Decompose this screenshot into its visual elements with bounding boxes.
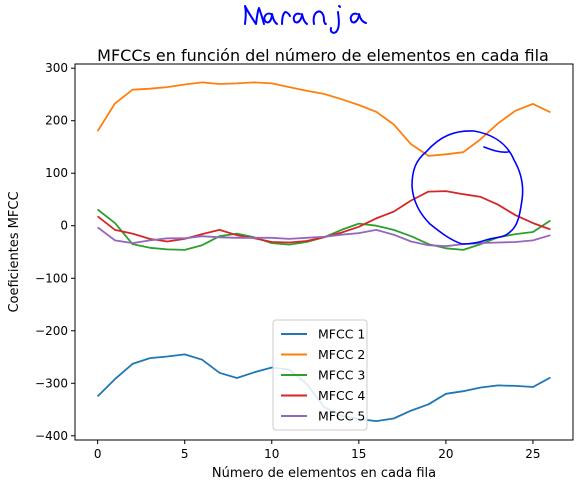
y-tick-label: −400 [35, 429, 68, 443]
y-tick-label: −200 [35, 324, 68, 338]
legend-label-mfcc-3: MFCC 3 [318, 368, 365, 383]
x-tick-label: 15 [351, 447, 366, 461]
legend-label-mfcc-4: MFCC 4 [318, 388, 365, 403]
x-tick-label: 20 [438, 447, 453, 461]
y-tick-label: 100 [45, 166, 68, 180]
legend-entries: MFCC 1 MFCC 2 MFCC 3 MFCC 4 MFCC 5 [281, 327, 365, 424]
y-tick-label: 200 [45, 114, 68, 128]
x-tick-label: 5 [181, 447, 189, 461]
x-tick-label: 10 [264, 447, 279, 461]
series-line-mfcc-4 [97, 190, 551, 244]
y-tick-label: 0 [60, 219, 68, 233]
legend-box [272, 319, 368, 431]
y-tick-label: 300 [45, 61, 68, 75]
series-line-mfcc-5 [97, 226, 551, 248]
series-line-mfcc-2 [96, 81, 551, 157]
legend-label-mfcc-1: MFCC 1 [318, 327, 365, 342]
x-axis-label: Número de elementos en cada fila [212, 466, 436, 481]
y-tick-label: −300 [35, 376, 68, 390]
handwritten-annotation: naranja [244, 5, 367, 34]
x-tick-label: 25 [525, 447, 540, 461]
legend-label-mfcc-5: MFCC 5 [318, 409, 365, 424]
handwritten-naranja-stroke [244, 5, 367, 34]
y-axis-label: Coeficientes MFCC [7, 191, 22, 312]
hand-drawn-circle-annotation [411, 130, 524, 245]
plot-area-frame [74, 63, 574, 441]
legend: MFCC 1 MFCC 2 MFCC 3 MFCC 4 MFCC 5 [272, 319, 368, 431]
y-axis-ticks: −400 −300 −200 −100 0 100 200 300 [35, 61, 75, 443]
legend-label-mfcc-2: MFCC 2 [318, 347, 365, 362]
x-tick-label: 0 [94, 447, 102, 461]
y-tick-label: −100 [35, 271, 68, 285]
x-axis-ticks: 0 5 10 15 20 25 [94, 440, 541, 461]
chart-title: MFCCs en función del número de elementos… [97, 46, 549, 65]
